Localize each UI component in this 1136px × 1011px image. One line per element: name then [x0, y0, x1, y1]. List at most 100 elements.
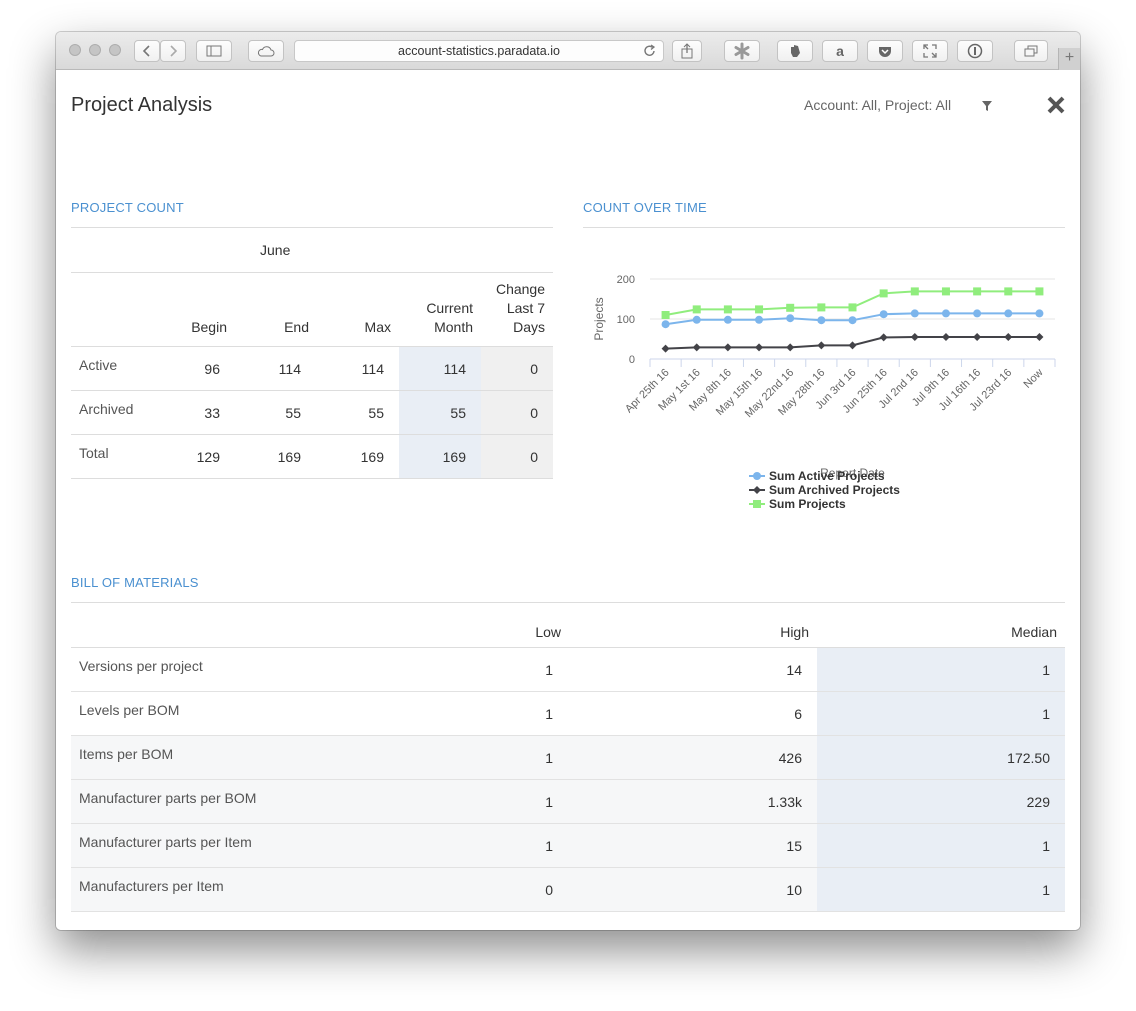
max-value: 55: [368, 405, 384, 421]
share-button[interactable]: [672, 40, 702, 62]
data-point: [910, 309, 919, 318]
data-point: [661, 344, 670, 353]
bom-title: BILL OF MATERIALS: [71, 575, 199, 590]
data-point: [1004, 333, 1013, 341]
median-value: 229: [1026, 794, 1050, 810]
pocket-icon: [879, 46, 891, 57]
end-value: 114: [278, 361, 301, 377]
browser-window: account-statistics.paradata.io a: [56, 32, 1080, 930]
month-label: June: [260, 242, 291, 258]
browser-toolbar: account-statistics.paradata.io a: [56, 32, 1080, 70]
row-label: Total: [79, 445, 109, 461]
change-value: 0: [530, 449, 538, 465]
back-button[interactable]: [134, 40, 160, 62]
password-button[interactable]: [957, 40, 993, 62]
evernote-icon: [791, 45, 800, 57]
low-value: 1: [545, 750, 553, 766]
median-value: 1: [1042, 662, 1050, 678]
pocket-button[interactable]: [867, 40, 903, 62]
forward-button[interactable]: [160, 40, 186, 62]
current-month-cell-bg: [399, 435, 481, 478]
data-point: [786, 303, 795, 312]
table-row-archived: Archived 33 55 55 55 0: [71, 391, 553, 435]
low-value: 1: [545, 794, 553, 810]
bom-table: Low High Median Versions per project 1 14 1…: [71, 602, 1065, 912]
low-value: 1: [545, 706, 553, 722]
legend-label: Sum Active Projects: [769, 469, 885, 483]
legend-label: Sum Archived Projects: [769, 483, 900, 497]
data-point: [941, 309, 950, 318]
filter-icon[interactable]: [981, 99, 993, 117]
data-point: [879, 333, 888, 342]
begin-value: 129: [196, 449, 220, 465]
reload-icon[interactable]: [643, 44, 657, 61]
end-value: 169: [277, 449, 301, 465]
data-point: [723, 305, 732, 314]
divider: [71, 602, 1065, 603]
y-axis-title: Projects: [592, 297, 606, 340]
y-tick-label: 200: [617, 274, 635, 286]
tabs-icon: [1024, 45, 1038, 57]
change-cell-bg: [481, 391, 553, 434]
data-point: [910, 287, 919, 296]
legend-marker: [753, 500, 761, 508]
page-title: Project Analysis: [71, 94, 213, 116]
high-value: 14: [786, 662, 802, 678]
row-label: Manufacturers per Item: [79, 878, 224, 894]
col-current-l1: Current: [426, 300, 473, 316]
month-header-row: June: [71, 227, 553, 273]
evernote-button[interactable]: [777, 40, 813, 62]
data-point: [755, 305, 764, 314]
table-header: Begin End Max Current Month Change Last …: [71, 273, 553, 347]
data-point: [786, 343, 795, 352]
data-point: [755, 343, 764, 352]
data-point: [817, 341, 826, 350]
project-count-title: PROJECT COUNT: [71, 200, 184, 215]
data-point: [973, 287, 982, 296]
fullscreen-button[interactable]: [912, 40, 948, 62]
data-point: [848, 303, 857, 312]
data-point: [848, 316, 857, 325]
filter-summary[interactable]: Account: All, Project: All: [804, 97, 952, 113]
tabs-overview-button[interactable]: [1014, 40, 1048, 62]
zoom-window-button[interactable]: [109, 44, 121, 56]
low-value: 0: [545, 882, 553, 898]
sidebar-button[interactable]: [196, 40, 232, 62]
extension-button[interactable]: [724, 40, 760, 62]
data-point: [941, 333, 950, 341]
close-window-button[interactable]: [69, 44, 81, 56]
legend-label: Sum Projects: [769, 497, 846, 510]
low-value: 1: [545, 662, 553, 678]
max-value: 114: [361, 361, 384, 377]
median-value: 1: [1042, 838, 1050, 854]
close-icon[interactable]: [1046, 95, 1066, 120]
col-begin: Begin: [191, 319, 227, 335]
median-value: 1: [1042, 706, 1050, 722]
current-month-cell-bg: [399, 391, 481, 434]
col-end: End: [284, 319, 309, 335]
amazon-button[interactable]: a: [822, 40, 858, 62]
x-tick-label: Now: [1021, 367, 1045, 391]
data-point: [1004, 287, 1013, 296]
table-row: Manufacturer parts per BOM 1 1.33k 229: [71, 780, 1065, 824]
minimize-window-button[interactable]: [89, 44, 101, 56]
new-tab-button[interactable]: +: [1058, 48, 1080, 70]
data-point: [973, 309, 982, 318]
icloud-tabs-button[interactable]: [248, 40, 284, 62]
chevron-left-icon: [142, 45, 150, 57]
data-point: [848, 341, 857, 350]
address-bar[interactable]: account-statistics.paradata.io: [294, 40, 664, 62]
current-value: 169: [442, 449, 466, 465]
table-row-active: Active 96 114 114 114 0: [71, 347, 553, 391]
col-median: Median: [1011, 624, 1057, 640]
current-month-cell-bg: [399, 347, 481, 390]
legend-marker: [753, 486, 761, 494]
data-point: [661, 311, 670, 319]
data-point: [910, 333, 919, 341]
asterisk-icon: [734, 42, 750, 60]
data-point: [973, 333, 982, 341]
url-text: account-statistics.paradata.io: [398, 44, 560, 58]
col-change-l2: Last 7: [506, 300, 545, 316]
sidebar-icon: [206, 45, 222, 57]
data-point: [723, 315, 732, 324]
